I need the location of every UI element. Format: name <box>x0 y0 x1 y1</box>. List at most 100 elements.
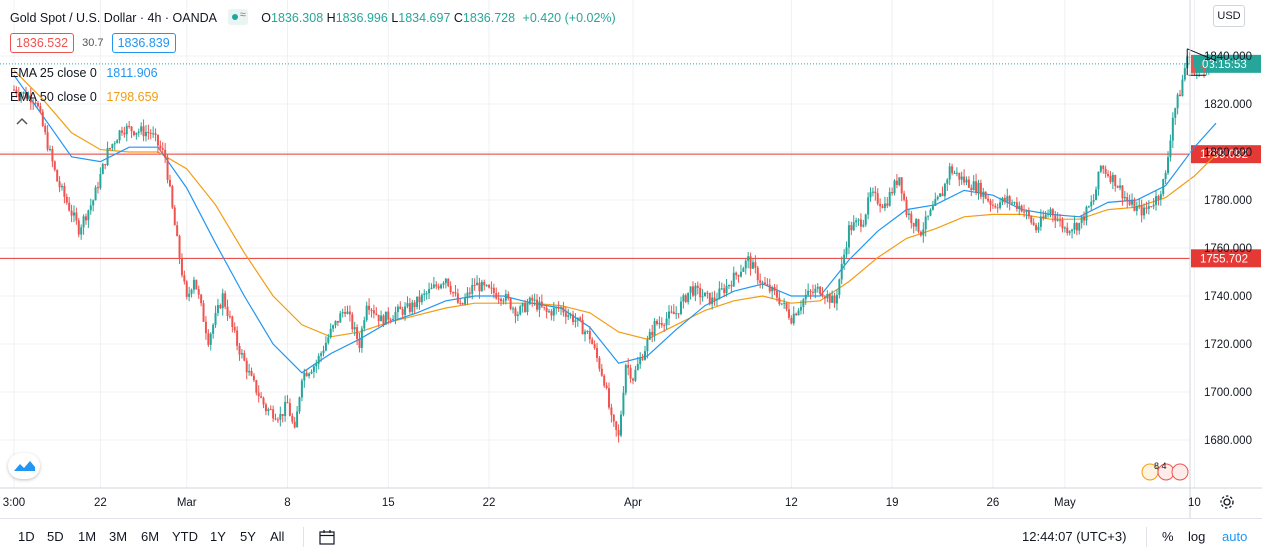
candle-body <box>317 355 320 364</box>
candle <box>665 312 668 330</box>
candle <box>17 86 20 102</box>
candle <box>243 350 246 362</box>
range-3m-button[interactable]: 3M <box>109 529 128 544</box>
range-5y-button[interactable]: 5Y <box>240 529 256 544</box>
candle <box>221 288 224 316</box>
candle-body <box>1203 68 1206 72</box>
auto-toggle[interactable]: auto <box>1222 529 1248 544</box>
candle-body <box>65 196 68 203</box>
candle-body <box>567 315 570 317</box>
clock-display[interactable]: 12:44:07 (UTC+3) <box>1022 529 1127 544</box>
candle-body <box>476 282 479 286</box>
log-toggle[interactable]: log <box>1188 529 1206 544</box>
candle <box>567 308 570 321</box>
range-5d-button[interactable]: 5D <box>47 529 64 544</box>
candle <box>36 100 39 108</box>
candle-body <box>1078 222 1081 231</box>
settings-gear-icon[interactable] <box>1218 493 1236 511</box>
candle-body <box>442 283 445 285</box>
range-ytd-button[interactable]: YTD <box>172 529 198 544</box>
market-status-icon[interactable]: ≈ <box>227 9 248 25</box>
buy-button[interactable]: 1836.839 <box>111 33 176 53</box>
range-1m-button[interactable]: 1M <box>78 529 97 544</box>
candle-body <box>643 351 646 360</box>
candle <box>1167 151 1170 175</box>
price-axis[interactable]: 1680.000 1700.000 1720.000 1740.000 1760.000… <box>1189 0 1252 518</box>
candle-body <box>679 301 682 314</box>
symbol-title[interactable]: Gold Spot / U.S. Dollar · 4h · OANDA <box>10 11 217 25</box>
range-6m-button[interactable]: 6M <box>141 529 160 544</box>
candle <box>608 382 611 410</box>
ema25-legend[interactable]: EMA 25 close 0 1811.906 <box>10 66 158 80</box>
candle <box>111 143 114 151</box>
candle <box>924 210 927 237</box>
candle <box>60 183 63 191</box>
candle <box>195 279 198 290</box>
candle-body <box>188 293 191 297</box>
events-icon[interactable]: 8 4 <box>1140 460 1190 489</box>
candle-body <box>480 281 483 292</box>
candle-body <box>473 284 476 286</box>
tradingview-logo-icon[interactable] <box>8 453 40 479</box>
candle-body <box>1027 211 1030 217</box>
percent-toggle[interactable]: % <box>1162 529 1174 544</box>
y-tick-label: 1740.000 <box>1204 291 1252 303</box>
candle-body <box>44 125 47 133</box>
candle <box>1181 74 1184 97</box>
candle <box>540 294 543 309</box>
candle-body <box>1174 108 1177 118</box>
candle <box>485 284 488 288</box>
range-all-button[interactable]: All <box>270 529 285 544</box>
candle <box>53 160 56 172</box>
candle-body <box>135 132 138 136</box>
collapse-legend-icon[interactable] <box>12 112 32 130</box>
x-tick-label: 22 <box>483 497 496 509</box>
x-tick-label: May <box>1054 497 1076 509</box>
candle-body <box>711 297 714 305</box>
candle-body <box>857 219 860 221</box>
candle <box>209 332 212 351</box>
candle <box>528 296 531 306</box>
currency-button[interactable]: USD <box>1213 5 1245 27</box>
candle <box>874 186 877 201</box>
candle-body <box>46 132 49 150</box>
candle-body <box>1049 209 1052 214</box>
candle-body <box>819 286 822 294</box>
candle-body <box>996 207 999 209</box>
trendline[interactable] <box>1187 48 1217 62</box>
trendlines[interactable] <box>1186 48 1217 76</box>
range-1d-button[interactable]: 1D <box>18 529 35 544</box>
ema50-legend[interactable]: EMA 50 close 0 1798.659 <box>10 90 158 104</box>
candle <box>317 353 320 370</box>
candle-body <box>1183 68 1186 80</box>
candle <box>1056 212 1059 222</box>
candle-body <box>1013 202 1016 204</box>
candle-body <box>490 287 493 289</box>
candle <box>725 278 728 297</box>
sell-button[interactable]: 1836.532 <box>10 33 75 53</box>
range-1y-button[interactable]: 1Y <box>210 529 226 544</box>
candle-body <box>615 421 618 430</box>
candle-body <box>351 314 354 330</box>
candle <box>264 402 267 416</box>
candle <box>312 363 315 379</box>
candle-body <box>651 331 654 336</box>
candle-body <box>1011 202 1014 204</box>
candle-body <box>195 279 198 290</box>
candle <box>252 372 255 383</box>
candle <box>401 306 404 319</box>
candle <box>320 351 323 362</box>
candle <box>1054 210 1057 228</box>
candle-body <box>1104 168 1107 174</box>
candle-body <box>1191 57 1194 73</box>
y-tick-label: 1820.000 <box>1204 99 1252 111</box>
candle <box>593 340 596 350</box>
calendar-icon[interactable] <box>318 528 336 546</box>
candle-body <box>749 256 752 269</box>
candle-body <box>835 294 838 304</box>
time-axis[interactable]: 3:00 22 Mar 8 15 22 Apr 12 19 26 May 10 <box>0 487 1262 509</box>
candle <box>941 186 944 197</box>
candle-body <box>516 314 519 316</box>
